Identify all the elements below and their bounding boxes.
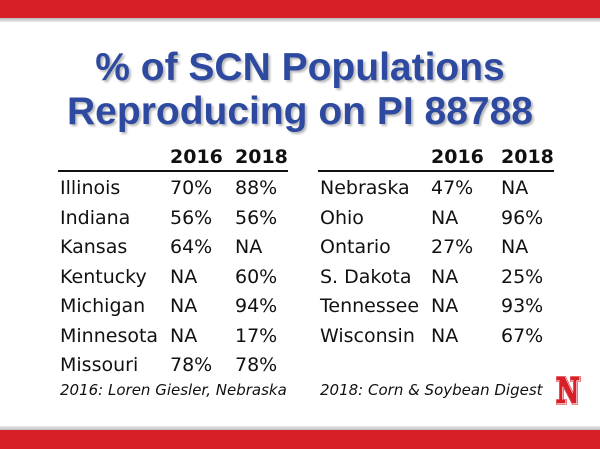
- table-row: Minnesota NA 17%: [58, 322, 288, 352]
- state-name: Kentucky: [60, 265, 147, 288]
- value-2018: 60%: [235, 265, 278, 288]
- value-2016: NA: [170, 295, 198, 317]
- value-2018: 17%: [235, 324, 278, 347]
- value-2018: NA: [501, 177, 529, 199]
- right-header-2018: 2018: [501, 146, 554, 168]
- table-row: Ontario 27% NA: [318, 233, 554, 263]
- slide-title: % of SCN Populations Reproducing on PI 8…: [0, 46, 600, 134]
- state-name: S. Dakota: [320, 265, 412, 288]
- value-2016: NA: [431, 265, 459, 288]
- value-2018: 25%: [501, 265, 544, 288]
- value-2016: 27%: [431, 236, 474, 258]
- right-table-header: 2016 2018: [318, 146, 554, 172]
- bottom-red-bar: [0, 430, 600, 449]
- table-row: Kentucky NA 60%: [58, 263, 288, 293]
- table-row: Missouri 78% 78%: [58, 351, 288, 381]
- state-name: Tennessee: [320, 295, 420, 317]
- table-row: Illinois 70% 88%: [58, 174, 288, 204]
- value-2018: 56%: [235, 206, 278, 229]
- left-header-2018: 2018: [235, 146, 288, 168]
- value-2018: 78%: [235, 354, 278, 376]
- table-row: Kansas 64% NA: [58, 233, 288, 263]
- value-2018: NA: [235, 236, 263, 258]
- bottom-bar-shadow: [0, 426, 600, 430]
- table-row: S. Dakota NA 25%: [318, 263, 554, 293]
- table-row: Nebraska 47% NA: [318, 174, 554, 204]
- state-name: Kansas: [60, 236, 128, 258]
- value-2016: 78%: [170, 354, 213, 376]
- value-2016: 70%: [170, 177, 213, 199]
- footnote-2018-source: 2018: Corn & Soybean Digest: [320, 381, 543, 399]
- table-row: Ohio NA 96%: [318, 204, 554, 234]
- state-name: Missouri: [60, 354, 139, 376]
- nebraska-n-logo-icon: [555, 375, 581, 405]
- left-table: 2016 2018 Illinois 70% 88% Indiana 56% 5…: [58, 146, 288, 381]
- title-line-2: Reproducing on PI 88788: [67, 90, 533, 133]
- value-2018: NA: [501, 236, 529, 258]
- value-2016: NA: [431, 295, 459, 317]
- value-2018: 88%: [235, 177, 278, 199]
- state-name: Ontario: [320, 236, 391, 258]
- state-name: Wisconsin: [320, 324, 415, 347]
- value-2018: 93%: [501, 295, 544, 317]
- value-2016: NA: [431, 324, 459, 347]
- top-red-bar: [0, 0, 600, 18]
- value-2016: 47%: [431, 177, 474, 199]
- value-2016: NA: [170, 265, 198, 288]
- table-row: Tennessee NA 93%: [318, 292, 554, 322]
- left-table-header: 2016 2018: [58, 146, 288, 172]
- title-line-1: % of SCN Populations: [95, 46, 505, 89]
- table-row: Indiana 56% 56%: [58, 204, 288, 234]
- right-header-2016: 2016: [431, 146, 484, 168]
- state-name: Nebraska: [320, 177, 410, 199]
- value-2016: NA: [170, 324, 198, 347]
- footnote-2016-source: 2016: Loren Giesler, Nebraska: [60, 381, 287, 399]
- table-row: Michigan NA 94%: [58, 292, 288, 322]
- right-table-rows: Nebraska 47% NA Ohio NA 96% Ontario 27% …: [318, 172, 554, 351]
- left-header-2016: 2016: [170, 146, 223, 168]
- state-name: Ohio: [320, 206, 364, 229]
- value-2016: NA: [431, 206, 459, 229]
- state-name: Indiana: [60, 206, 131, 229]
- right-table: 2016 2018 Nebraska 47% NA Ohio NA 96% On…: [318, 146, 554, 351]
- value-2018: 94%: [235, 295, 278, 317]
- value-2018: 96%: [501, 206, 544, 229]
- value-2016: 56%: [170, 206, 213, 229]
- state-name: Illinois: [60, 177, 121, 199]
- left-table-rows: Illinois 70% 88% Indiana 56% 56% Kansas …: [58, 172, 288, 381]
- top-bar-shadow: [0, 18, 600, 22]
- state-name: Michigan: [60, 295, 146, 317]
- value-2018: 67%: [501, 324, 544, 347]
- table-row: Wisconsin NA 67%: [318, 322, 554, 352]
- state-name: Minnesota: [60, 324, 159, 347]
- value-2016: 64%: [170, 236, 213, 258]
